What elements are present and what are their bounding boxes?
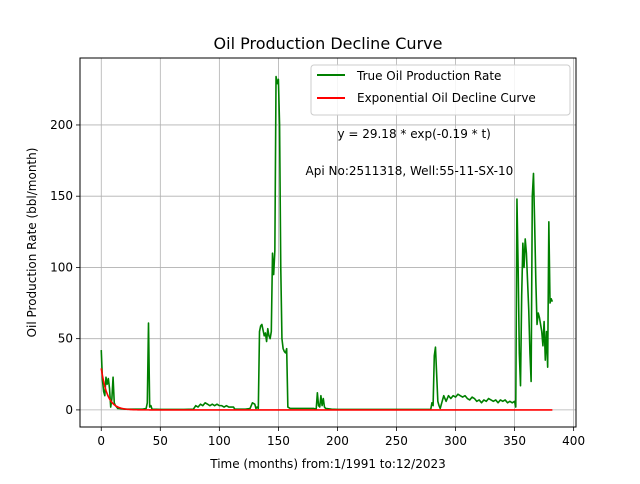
legend-label-decline-curve: Exponential Oil Decline Curve bbox=[357, 91, 536, 105]
y-tick-label: 150 bbox=[50, 189, 73, 203]
y-tick-label: 0 bbox=[65, 403, 73, 417]
x-tick-label: 400 bbox=[562, 434, 585, 448]
y-tick-label: 50 bbox=[58, 332, 73, 346]
y-tick-label: 100 bbox=[50, 260, 73, 274]
x-tick-label: 200 bbox=[326, 434, 349, 448]
annotation-equation: y = 29.18 * exp(-0.19 * t) bbox=[337, 127, 490, 141]
x-axis-label: Time (months) from:1/1991 to:12/2023 bbox=[209, 457, 446, 471]
annotation-well-info: Api No:2511318, Well:55-11-SX-10 bbox=[306, 164, 514, 178]
plot-series bbox=[100, 75, 554, 411]
series-line-decline-curve bbox=[100, 368, 553, 411]
y-axis-label: Oil Production Rate (bbl/month) bbox=[25, 148, 39, 338]
y-tick-label: 200 bbox=[50, 118, 73, 132]
x-tick-label: 350 bbox=[503, 434, 526, 448]
chart-title: Oil Production Decline Curve bbox=[214, 34, 443, 53]
legend-box bbox=[310, 64, 571, 116]
x-tick-label: 250 bbox=[385, 434, 408, 448]
legend-label-true-rate: True Oil Production Rate bbox=[356, 69, 501, 83]
plot-frame bbox=[79, 57, 577, 428]
x-tick-label: 50 bbox=[153, 434, 168, 448]
legend: True Oil Production Rate Exponential Oil… bbox=[310, 64, 571, 116]
axis-ticks: 0 50 100 150 200 250 300 350 400 0 50 100 150 200 bbox=[50, 118, 585, 448]
x-tick-label: 0 bbox=[97, 434, 105, 448]
x-tick-label: 100 bbox=[208, 434, 231, 448]
x-tick-label: 300 bbox=[444, 434, 467, 448]
x-tick-label: 150 bbox=[267, 434, 290, 448]
